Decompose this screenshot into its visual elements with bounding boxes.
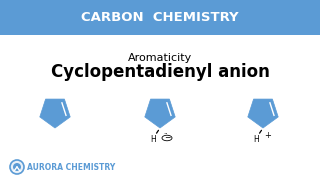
Text: CARBON  CHEMISTRY: CARBON CHEMISTRY — [81, 11, 239, 24]
Text: H: H — [253, 134, 259, 143]
Text: AURORA CHEMISTRY: AURORA CHEMISTRY — [27, 163, 115, 172]
Polygon shape — [40, 99, 70, 128]
Text: −: − — [164, 134, 170, 143]
Text: +: + — [265, 132, 271, 141]
Polygon shape — [145, 99, 175, 128]
Ellipse shape — [162, 135, 172, 141]
Text: Cyclopentadienyl anion: Cyclopentadienyl anion — [51, 63, 269, 81]
Circle shape — [10, 160, 24, 174]
Bar — [0, 0, 320, 35]
Polygon shape — [248, 99, 278, 128]
Text: ··: ·· — [164, 131, 168, 137]
Text: H: H — [150, 134, 156, 143]
Text: Aromaticity: Aromaticity — [128, 53, 192, 63]
Circle shape — [13, 163, 21, 171]
